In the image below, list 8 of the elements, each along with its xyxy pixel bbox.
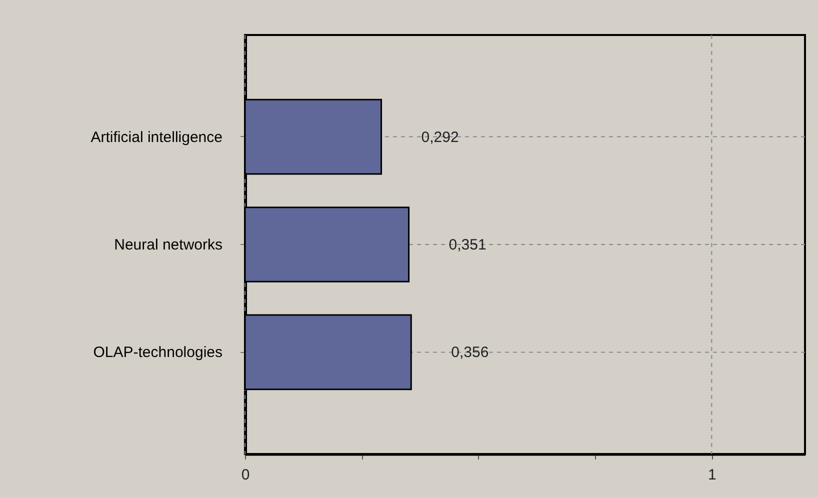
data-label: 0,356 — [451, 344, 489, 362]
x-tick-label: 1 — [708, 466, 716, 484]
data-label: 0,292 — [421, 128, 459, 146]
x-tick-label: 0 — [241, 466, 250, 484]
y-tick-label: Neural networks — [114, 236, 222, 254]
y-tick-label: Artificial intelligence — [90, 128, 222, 146]
y-tick-label: OLAP-technologies — [93, 344, 222, 362]
data-label: 0,351 — [448, 236, 486, 254]
